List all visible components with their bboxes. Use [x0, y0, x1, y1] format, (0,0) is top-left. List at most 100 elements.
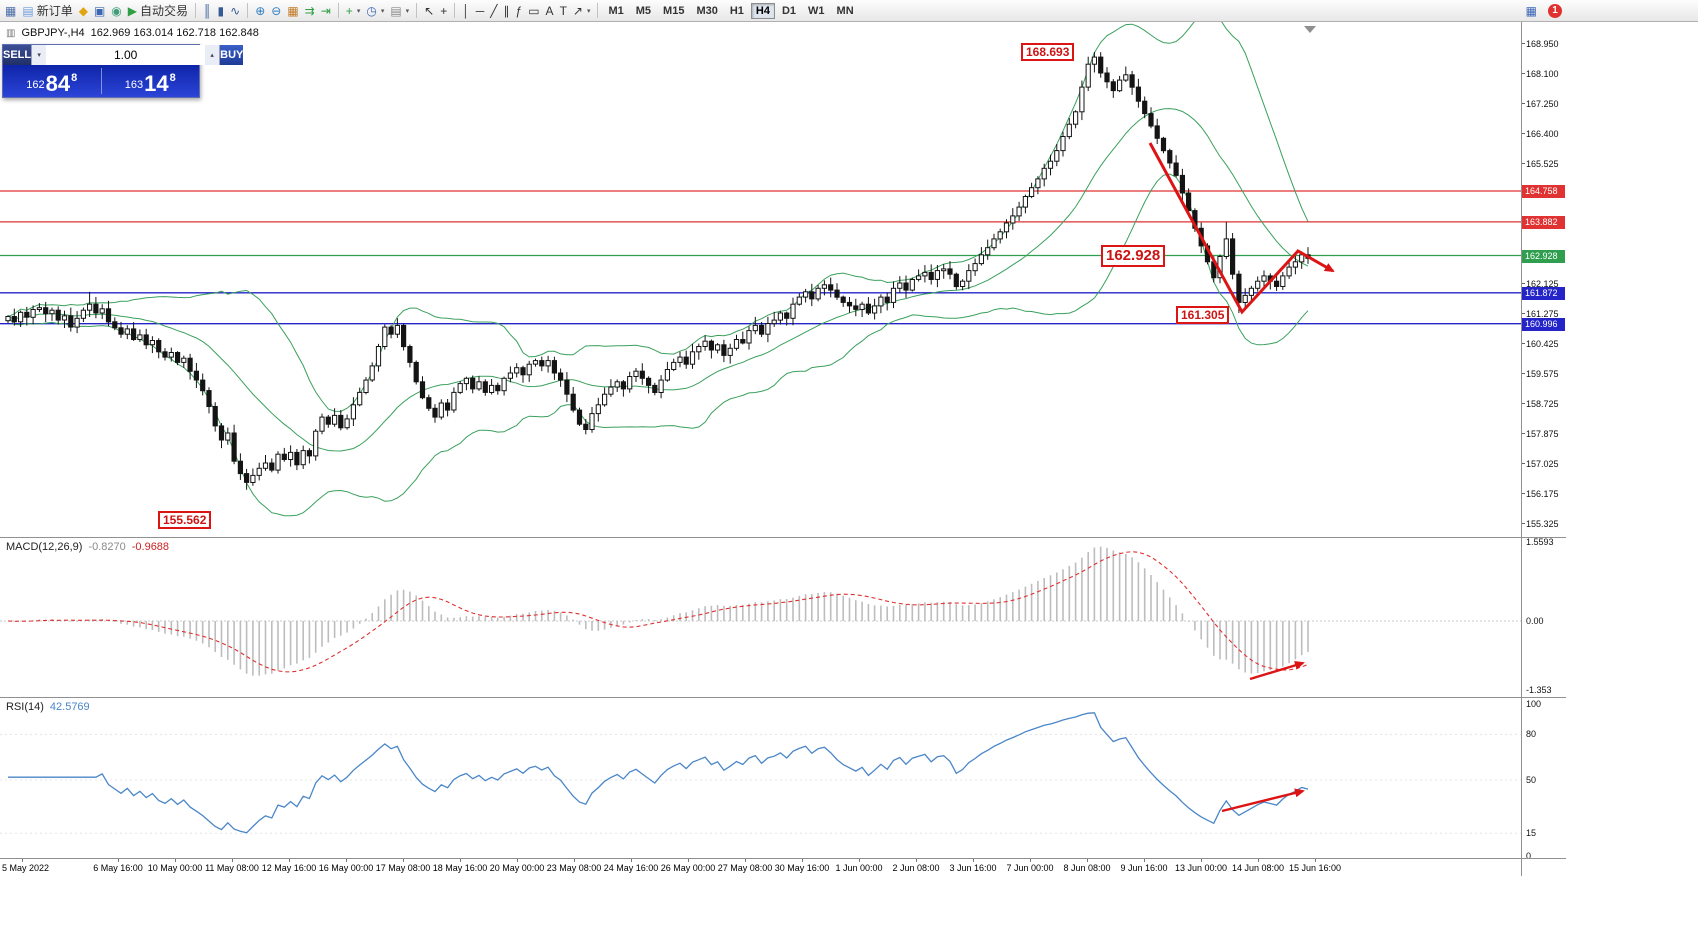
arrows-icon: ↗ — [572, 3, 583, 18]
candlestick-chart-icon: ▮ — [217, 3, 225, 18]
price-axis-tick — [1521, 343, 1525, 344]
time-axis[interactable]: 5 May 2022 6 May 16:00 10 May 00:00 11 May … — [0, 858, 1566, 877]
periods-button[interactable]: ◷ ▾ — [363, 2, 387, 20]
templates-button[interactable]: ▤ ▾ — [387, 2, 412, 20]
chart-shift-button[interactable]: ⇥ — [318, 2, 334, 20]
timeframe-w1-button[interactable]: W1 — [808, 4, 825, 17]
hline-price-tag[interactable]: 164.758 — [1522, 185, 1565, 198]
price-axis-separator — [1521, 22, 1522, 876]
data-window-button[interactable]: ◉ — [108, 2, 124, 20]
indicators-button[interactable]: + ▾ — [343, 2, 364, 20]
time-axis-tick — [1315, 859, 1316, 862]
rsi-panel: RSI(14) 42.5769 100 80 50 15 0 — [0, 697, 1566, 859]
toolbar-separator — [195, 3, 197, 18]
zoom-in-button[interactable]: ⊕ — [252, 2, 268, 20]
price-axis-label: 161.275 — [1526, 309, 1559, 319]
time-axis-tick — [1201, 859, 1202, 862]
sell-button[interactable]: SELL — [3, 45, 32, 65]
price-annotation[interactable]: 168.693 — [1021, 43, 1075, 61]
price-annotation[interactable]: 162.928 — [1101, 245, 1166, 267]
fibonacci-button[interactable]: ƒ — [513, 2, 526, 20]
hline-price-tag[interactable]: 162.928 — [1522, 250, 1565, 263]
timeframe-h4-button[interactable]: H4 — [750, 2, 775, 19]
time-axis-label: 12 May 16:00 — [261, 863, 317, 873]
notification-badge[interactable]: 1 — [1548, 3, 1562, 18]
text-icon: A — [545, 3, 554, 18]
new-chart-button[interactable]: ▦ — [2, 2, 19, 20]
tile-windows-button[interactable]: ▦ — [284, 2, 301, 20]
horizontal-line-button[interactable]: ─ — [473, 2, 488, 20]
market-watch-button[interactable]: ▣ — [91, 2, 108, 20]
text-label-button[interactable]: T — [557, 2, 570, 20]
hline-price-tag[interactable]: 160.996 — [1522, 318, 1565, 331]
time-axis-tick — [460, 859, 461, 862]
tile-windows-icon: ▦ — [287, 3, 299, 18]
sell-price-display[interactable]: 162 84 8 — [3, 65, 101, 97]
timeframe-m1-button[interactable]: M1 — [608, 4, 624, 17]
volume-input[interactable] — [46, 45, 206, 65]
new-order-button[interactable]: ▤ 新订单 — [19, 2, 75, 20]
time-axis-tick — [973, 859, 974, 862]
trendline-icon: ╱ — [490, 3, 498, 18]
volume-field: ▾ ▴ — [31, 45, 221, 65]
bar-chart-button[interactable]: ║ — [200, 2, 215, 20]
macd-label: MACD(12,26,9) -0.8270 -0.9688 — [6, 541, 169, 553]
timeframe-m15-button[interactable]: M15 — [663, 4, 685, 17]
cursor-button[interactable]: ↖ — [421, 2, 437, 20]
rsi-plot[interactable] — [0, 698, 1521, 859]
hline-price-tag[interactable]: 161.872 — [1522, 287, 1565, 300]
hline-price-tag[interactable]: 163.882 — [1522, 216, 1565, 229]
crosshair-button[interactable]: + — [437, 2, 450, 20]
time-axis-tick — [517, 859, 518, 862]
rsi-label: RSI(14) 42.5769 — [6, 701, 90, 713]
volume-decrease-button[interactable]: ▾ — [32, 45, 47, 65]
bar-chart-icon: ║ — [203, 3, 212, 18]
time-axis-label: 18 May 16:00 — [432, 863, 488, 873]
volume-increase-button[interactable]: ▴ — [205, 45, 220, 65]
timeframe-d1-button[interactable]: D1 — [781, 4, 797, 17]
time-axis-label: 9 Jun 16:00 — [1120, 863, 1168, 873]
toolbar-separator — [247, 3, 249, 18]
buy-button[interactable]: BUY — [220, 45, 244, 65]
price-divider — [100, 68, 102, 94]
line-chart-button[interactable]: ∿ — [227, 2, 243, 20]
time-axis-tick — [1087, 859, 1088, 862]
sell-price-sup: 8 — [71, 72, 78, 84]
trendline-button[interactable]: ╱ — [487, 2, 500, 20]
macd-name: MACD(12,26,9) — [6, 541, 83, 553]
channel-button[interactable]: ∥ — [501, 2, 513, 20]
time-axis-tick — [802, 859, 803, 862]
price-axis-tick — [1521, 43, 1525, 44]
price-annotation[interactable]: 161.305 — [1176, 306, 1230, 324]
text-button[interactable]: A — [543, 2, 557, 20]
time-axis-tick — [1258, 859, 1259, 862]
autotrading-button[interactable]: ▶ 自动交易 — [125, 2, 191, 20]
timeframe-mn-button[interactable]: MN — [836, 4, 854, 17]
rsi-axis-label: 80 — [1526, 729, 1537, 739]
chart-profile-button[interactable]: ▦ — [1523, 2, 1540, 20]
buy-price-display[interactable]: 163 14 8 — [102, 65, 200, 97]
shapes-button[interactable]: ▭ — [525, 2, 542, 20]
auto-scroll-button[interactable]: ⇉ — [302, 2, 318, 20]
price-axis-label: 155.325 — [1526, 519, 1559, 529]
timeframe-h1-button[interactable]: H1 — [729, 4, 744, 17]
zoom-out-button[interactable]: ⊖ — [268, 2, 284, 20]
time-axis-label: 13 Jun 00:00 — [1174, 863, 1228, 873]
arrows-button[interactable]: ↗ ▾ — [570, 2, 594, 20]
time-axis-tick — [574, 859, 575, 862]
macd-plot[interactable] — [0, 538, 1521, 698]
text-label-icon: T — [559, 3, 567, 18]
mql5-button[interactable]: ◆ — [76, 2, 91, 20]
time-axis-label: 11 May 08:00 — [205, 863, 259, 873]
time-axis-label: 7 Jun 00:00 — [1006, 863, 1054, 873]
time-axis-label: 6 May 16:00 — [93, 863, 143, 873]
price-annotation[interactable]: 155.562 — [158, 511, 212, 529]
timeframe-m30-button[interactable]: M30 — [696, 4, 718, 17]
macd-panel: MACD(12,26,9) -0.8270 -0.9688 1.5593 0.00… — [0, 537, 1566, 698]
timeframe-m5-button[interactable]: M5 — [635, 4, 652, 17]
time-axis-label: 27 May 08:00 — [717, 863, 773, 873]
time-axis-tick — [1144, 859, 1145, 862]
vertical-line-button[interactable]: │ — [459, 2, 473, 20]
candlestick-chart-button[interactable]: ▮ — [215, 2, 228, 20]
autotrading-icon: ▶ — [127, 3, 137, 18]
